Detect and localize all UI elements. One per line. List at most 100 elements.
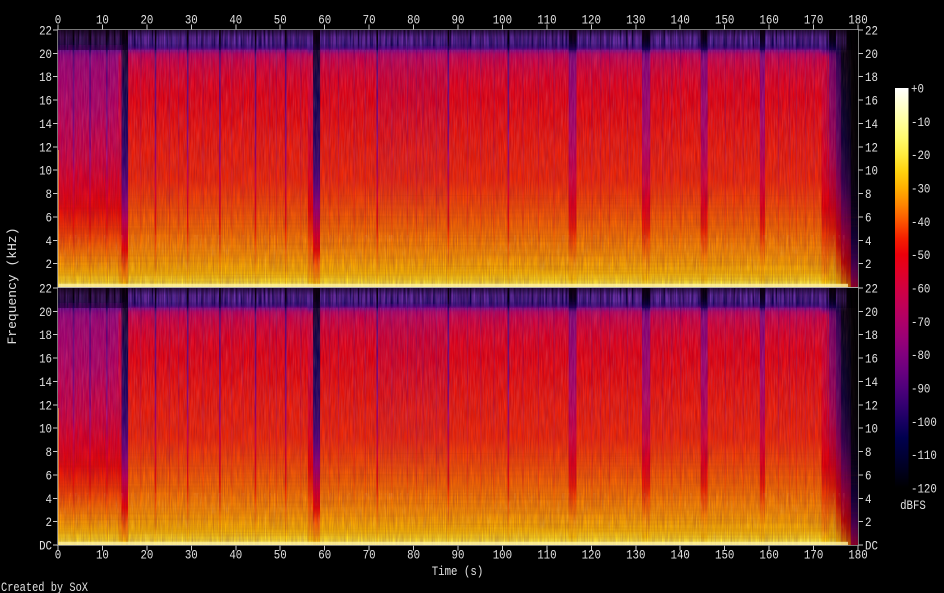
svg-text:-20: -20: [911, 148, 930, 163]
svg-text:100: 100: [493, 548, 512, 563]
svg-text:-90: -90: [911, 382, 930, 397]
svg-text:100: 100: [493, 13, 512, 28]
svg-text:14: 14: [39, 117, 52, 132]
svg-text:70: 70: [363, 13, 376, 28]
svg-text:180: 180: [848, 13, 867, 28]
svg-text:120: 120: [582, 13, 601, 28]
svg-text:-30: -30: [911, 182, 930, 197]
svg-text:20: 20: [140, 548, 153, 563]
svg-text:22: 22: [39, 282, 52, 297]
svg-text:4: 4: [46, 234, 53, 249]
svg-text:-70: -70: [911, 315, 930, 330]
svg-text:30: 30: [185, 13, 198, 28]
svg-text:40: 40: [229, 548, 242, 563]
svg-text:10: 10: [39, 422, 52, 437]
svg-text:120: 120: [582, 548, 601, 563]
svg-text:Frequency (kHz): Frequency (kHz): [5, 227, 20, 344]
svg-text:4: 4: [46, 492, 53, 507]
svg-text:16: 16: [39, 352, 52, 367]
svg-text:110: 110: [537, 13, 556, 28]
svg-text:8: 8: [865, 445, 872, 460]
svg-text:6: 6: [865, 468, 872, 483]
svg-text:10: 10: [96, 13, 109, 28]
svg-text:-60: -60: [911, 282, 930, 297]
svg-text:20: 20: [39, 47, 52, 62]
svg-text:50: 50: [274, 548, 287, 563]
svg-text:80: 80: [407, 13, 420, 28]
svg-text:-80: -80: [911, 348, 930, 363]
svg-text:140: 140: [671, 548, 690, 563]
svg-text:180: 180: [848, 548, 867, 563]
svg-text:2: 2: [865, 257, 872, 272]
svg-text:150: 150: [715, 548, 734, 563]
svg-text:DC: DC: [865, 539, 878, 554]
svg-text:18: 18: [865, 70, 878, 85]
svg-text:18: 18: [865, 328, 878, 343]
svg-text:dBFS: dBFS: [900, 498, 926, 513]
svg-text:8: 8: [46, 445, 53, 460]
svg-text:8: 8: [865, 187, 872, 202]
svg-text:18: 18: [39, 328, 52, 343]
svg-text:90: 90: [452, 548, 465, 563]
svg-text:DC: DC: [39, 539, 52, 554]
svg-text:16: 16: [39, 94, 52, 109]
svg-text:-100: -100: [911, 415, 937, 430]
svg-text:130: 130: [626, 13, 645, 28]
svg-text:22: 22: [865, 24, 878, 39]
svg-text:Created by SoX: Created by SoX: [1, 580, 88, 593]
svg-text:-10: -10: [911, 115, 930, 130]
svg-text:16: 16: [865, 94, 878, 109]
svg-text:40: 40: [229, 13, 242, 28]
svg-text:-40: -40: [911, 215, 930, 230]
svg-text:8: 8: [46, 187, 53, 202]
svg-text:4: 4: [865, 492, 872, 507]
svg-text:22: 22: [865, 282, 878, 297]
svg-text:18: 18: [39, 70, 52, 85]
svg-text:2: 2: [46, 515, 53, 530]
svg-text:60: 60: [318, 13, 331, 28]
svg-text:150: 150: [715, 13, 734, 28]
svg-text:130: 130: [626, 548, 645, 563]
svg-text:10: 10: [865, 164, 878, 179]
svg-text:20: 20: [140, 13, 153, 28]
svg-text:14: 14: [865, 117, 878, 132]
svg-text:160: 160: [759, 548, 778, 563]
svg-text:110: 110: [537, 548, 556, 563]
svg-text:12: 12: [39, 398, 52, 413]
svg-text:170: 170: [804, 548, 823, 563]
svg-text:2: 2: [46, 257, 53, 272]
svg-text:14: 14: [39, 375, 52, 390]
svg-text:6: 6: [46, 210, 53, 225]
svg-text:16: 16: [865, 352, 878, 367]
svg-text:Time (s): Time (s): [432, 564, 484, 579]
svg-text:30: 30: [185, 548, 198, 563]
svg-text:20: 20: [865, 305, 878, 320]
svg-text:14: 14: [865, 375, 878, 390]
svg-text:170: 170: [804, 13, 823, 28]
svg-text:6: 6: [46, 468, 53, 483]
svg-text:6: 6: [865, 210, 872, 225]
svg-text:0: 0: [55, 548, 62, 563]
svg-text:10: 10: [865, 422, 878, 437]
svg-text:20: 20: [865, 47, 878, 62]
svg-text:12: 12: [865, 140, 878, 155]
svg-text:50: 50: [274, 13, 287, 28]
svg-text:20: 20: [39, 305, 52, 320]
svg-text:12: 12: [39, 140, 52, 155]
svg-text:-120: -120: [911, 482, 937, 497]
svg-text:70: 70: [363, 548, 376, 563]
svg-text:12: 12: [865, 398, 878, 413]
svg-text:140: 140: [671, 13, 690, 28]
svg-text:22: 22: [39, 24, 52, 39]
svg-text:-110: -110: [911, 448, 937, 463]
svg-text:90: 90: [452, 13, 465, 28]
svg-text:80: 80: [407, 548, 420, 563]
svg-text:10: 10: [96, 548, 109, 563]
svg-text:+0: +0: [911, 82, 924, 97]
svg-text:160: 160: [759, 13, 778, 28]
svg-text:0: 0: [55, 13, 62, 28]
svg-text:60: 60: [318, 548, 331, 563]
svg-text:-50: -50: [911, 248, 930, 263]
svg-text:2: 2: [865, 515, 872, 530]
svg-text:4: 4: [865, 234, 872, 249]
